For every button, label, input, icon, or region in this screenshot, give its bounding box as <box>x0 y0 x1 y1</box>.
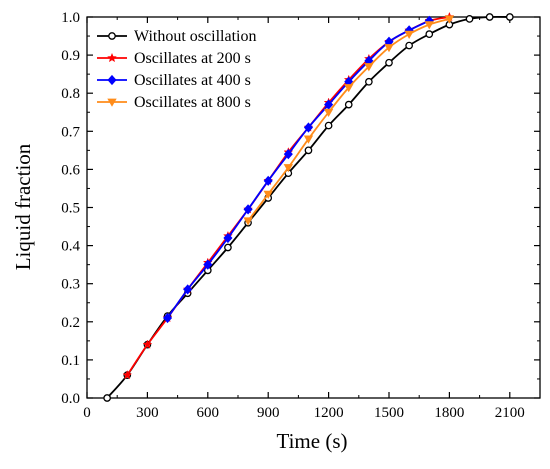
legend-marker <box>107 98 117 107</box>
data-point <box>243 204 253 215</box>
x-tick-label: 900 <box>257 405 280 421</box>
y-tick-label: 0.8 <box>61 86 80 102</box>
data-point <box>183 284 193 295</box>
legend-marker <box>107 52 117 63</box>
x-tick-label: 0 <box>83 405 91 421</box>
y-tick-label: 0.6 <box>61 162 80 178</box>
legend-marker <box>108 32 116 40</box>
x-tick-label: 2100 <box>495 405 525 421</box>
x-tick-label: 300 <box>136 405 159 421</box>
data-point <box>424 21 434 30</box>
legend-item: Without oscillation <box>97 28 256 45</box>
axes: 0 300 600 900 1200 1500 1800 2100 0.0 0.1 0.2 0.3 0.… <box>61 10 541 421</box>
y-tick-label: 0.1 <box>61 353 80 369</box>
legend-label: Oscillates at 800 s <box>134 94 251 111</box>
data-point <box>444 15 455 24</box>
series-3 <box>243 15 455 226</box>
x-axis-title: Time (s) <box>277 429 348 453</box>
data-point <box>103 394 111 402</box>
data-point <box>224 243 232 252</box>
legend-label: Oscillates at 200 s <box>134 50 251 67</box>
data-point <box>344 84 354 93</box>
legend-item: Oscillates at 200 s <box>97 50 251 67</box>
legend-label: Oscillates at 400 s <box>134 72 251 89</box>
series-line <box>247 18 450 222</box>
x-tick-label: 1800 <box>434 405 464 421</box>
data-point <box>365 77 373 86</box>
data-point <box>404 30 414 39</box>
data-point <box>385 58 393 67</box>
data-point <box>303 135 314 144</box>
series-2 <box>162 15 434 324</box>
legend-marker <box>107 74 117 86</box>
data-point <box>283 149 293 160</box>
data-point <box>283 164 294 173</box>
x-tick-label: 1200 <box>314 405 344 421</box>
y-tick-label: 0.0 <box>61 391 80 407</box>
y-tick-label: 0.3 <box>61 277 80 293</box>
legend-label: Without oscillation <box>134 28 256 45</box>
data-point <box>223 232 233 244</box>
series-layer <box>103 11 514 402</box>
data-point <box>425 30 434 38</box>
y-tick-label: 0.5 <box>61 201 80 217</box>
data-point <box>364 63 374 72</box>
data-point <box>384 44 394 53</box>
x-tick-label: 600 <box>197 405 220 421</box>
data-point <box>263 175 273 186</box>
data-point <box>505 13 514 21</box>
data-point <box>162 312 173 324</box>
y-tick-label: 0.9 <box>61 48 80 64</box>
x-tick-label: 1500 <box>374 405 404 421</box>
y-axis-title: Liquid fraction <box>11 143 35 270</box>
y-tick-label: 0.7 <box>61 124 80 140</box>
data-point <box>485 13 494 21</box>
data-point <box>263 190 273 199</box>
series-1 <box>122 11 455 380</box>
data-point <box>344 100 353 109</box>
data-point <box>324 121 333 130</box>
data-point <box>465 15 474 23</box>
legend-item: Oscillates at 400 s <box>97 72 251 89</box>
data-point <box>142 339 153 349</box>
series-line <box>126 16 450 376</box>
y-tick-label: 0.2 <box>61 315 80 331</box>
y-tick-label: 0.4 <box>61 239 80 255</box>
legend-item: Oscillates at 800 s <box>97 94 251 111</box>
y-tick-label: 1.0 <box>61 10 80 26</box>
data-point <box>303 122 314 133</box>
data-point <box>203 259 213 270</box>
data-point <box>243 217 253 226</box>
legend: Without oscillation Oscillates at 200 s Os… <box>97 28 256 111</box>
data-point <box>405 41 413 50</box>
data-point <box>122 369 133 380</box>
data-point <box>304 146 313 155</box>
data-point <box>323 108 334 118</box>
